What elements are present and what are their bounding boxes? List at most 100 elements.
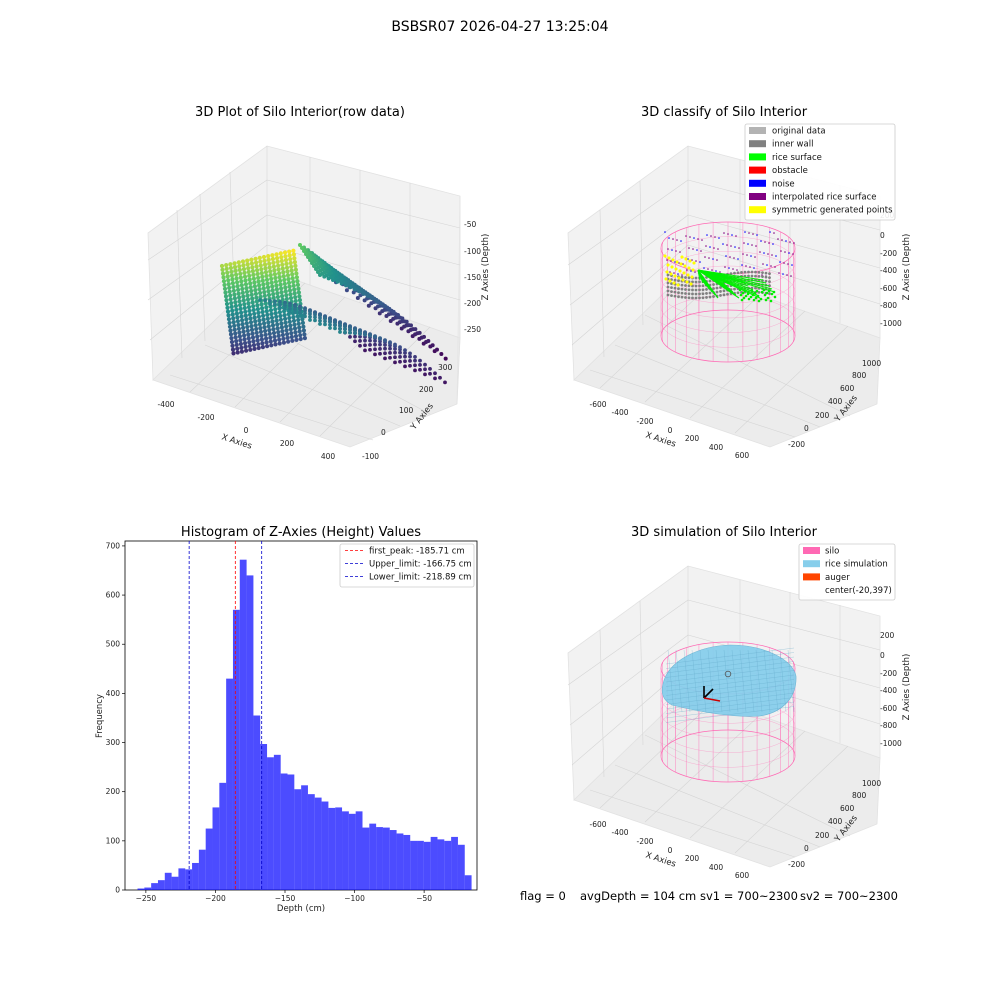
sim-xtick: 400 xyxy=(709,863,724,872)
raw-data-point xyxy=(398,350,402,355)
classify-noise-point xyxy=(686,269,688,271)
raw-data-point xyxy=(303,311,307,316)
raw-data-point xyxy=(388,346,392,351)
raw-data-point xyxy=(269,315,275,320)
raw-data-point xyxy=(308,318,312,322)
classify-noise-point xyxy=(678,262,680,264)
raw-data-point xyxy=(234,339,239,344)
raw-data-point xyxy=(268,308,274,313)
classify-wall-point xyxy=(680,295,684,299)
raw-data-point xyxy=(277,337,282,342)
raw-data-point xyxy=(281,336,286,341)
raw-ytick: -100 xyxy=(362,452,379,461)
classify-wall-point xyxy=(712,283,715,286)
raw-data-point xyxy=(237,267,242,273)
classify-wall-point xyxy=(733,271,736,275)
simulation-mesh-line xyxy=(665,706,795,723)
raw-data-point xyxy=(222,286,228,291)
raw-data-point xyxy=(251,307,256,313)
raw-data-point xyxy=(313,315,317,320)
raw-data-point xyxy=(243,344,248,349)
raw-data-point xyxy=(280,329,285,334)
classify-wall-point xyxy=(677,287,680,291)
raw-data-point xyxy=(312,264,316,268)
histogram-bar xyxy=(335,807,343,890)
histogram-bar xyxy=(355,811,363,890)
raw-data-point xyxy=(338,330,342,334)
raw-data-point xyxy=(239,283,244,288)
raw-data-point xyxy=(333,323,337,328)
raw-z-ticks: -50 -100 -150 -200 -250 xyxy=(464,220,481,334)
raw-data-point xyxy=(344,283,348,288)
raw-data-point xyxy=(383,338,387,343)
raw-data-point xyxy=(298,243,302,247)
raw-data-point xyxy=(423,372,427,377)
classify-symmetric-point xyxy=(677,276,681,280)
raw-data-point xyxy=(283,303,287,308)
raw-data-point xyxy=(263,298,267,303)
raw-data-point xyxy=(393,342,397,347)
classify-wall-point xyxy=(680,287,684,291)
raw-data-point xyxy=(262,325,267,330)
sim-xtick: 200 xyxy=(685,854,700,863)
classify-symmetric-point xyxy=(666,263,670,267)
classify-noise-point xyxy=(700,250,702,252)
raw-data-point xyxy=(270,319,275,324)
raw-data-point xyxy=(265,285,271,290)
raw-data-point xyxy=(291,279,296,285)
histogram-bar xyxy=(328,807,336,890)
raw-data-point xyxy=(238,306,243,311)
classify-silo-hoop xyxy=(660,265,796,319)
classify-wall-point xyxy=(754,270,757,274)
raw-data-point xyxy=(298,314,302,318)
histogram-bar xyxy=(369,823,377,890)
histogram-bar xyxy=(451,836,458,890)
raw-data-point xyxy=(242,305,247,311)
classify-symmetric-point xyxy=(689,282,693,286)
raw-data-point xyxy=(249,261,254,266)
raw-data-point xyxy=(388,340,392,345)
simulation-legend-label: silo xyxy=(825,547,839,557)
raw-data-point xyxy=(251,304,256,309)
histogram-x-ticks: −250 −200 −150 −100 −50 xyxy=(136,890,432,903)
histogram-bar xyxy=(246,575,254,890)
raw-data-point xyxy=(252,315,257,320)
raw-data-point xyxy=(249,327,255,332)
classify-noise-point xyxy=(714,236,716,238)
raw-data-point xyxy=(285,335,290,340)
raw-data-point xyxy=(251,272,256,277)
classify-wall-point xyxy=(736,291,740,295)
raw-data-point xyxy=(220,271,226,276)
raw-data-point xyxy=(246,301,251,306)
classify-noise-point xyxy=(781,239,783,241)
classify-xtick: 600 xyxy=(735,451,750,460)
raw-data-point xyxy=(282,250,288,255)
raw-data-point xyxy=(343,330,347,335)
raw-data-point xyxy=(268,269,273,274)
raw-data-point xyxy=(363,332,367,337)
classify-wall-point xyxy=(694,296,698,300)
classify-noise-point xyxy=(671,249,673,251)
classify-wall-point xyxy=(677,295,680,299)
raw-data-point xyxy=(283,285,288,290)
raw-data-point xyxy=(358,338,362,343)
raw-data-point xyxy=(257,255,262,260)
raw-data-point xyxy=(224,301,230,307)
classify-noise-point xyxy=(744,231,746,233)
raw-data-point xyxy=(287,253,292,258)
classify-wall-point xyxy=(768,292,771,296)
classify-symmetric-point xyxy=(687,266,691,270)
raw-data-point xyxy=(433,371,437,376)
raw-data-point xyxy=(443,380,447,385)
raw-data-point xyxy=(252,284,257,289)
raw-data-point xyxy=(403,348,407,353)
simulation-mesh-line xyxy=(675,649,683,713)
sim-xtick: 600 xyxy=(735,871,750,880)
simulation-x-ticks: -600 -400 -200 0 200 400 600 xyxy=(589,820,749,880)
histogram-bar xyxy=(164,872,172,890)
raw-data-point xyxy=(275,326,280,331)
classify-legend-label: noise xyxy=(772,179,795,189)
classify-noise-point xyxy=(733,257,735,259)
histogram-ytick-label: 0 xyxy=(115,886,120,895)
raw-data-point xyxy=(306,255,310,259)
